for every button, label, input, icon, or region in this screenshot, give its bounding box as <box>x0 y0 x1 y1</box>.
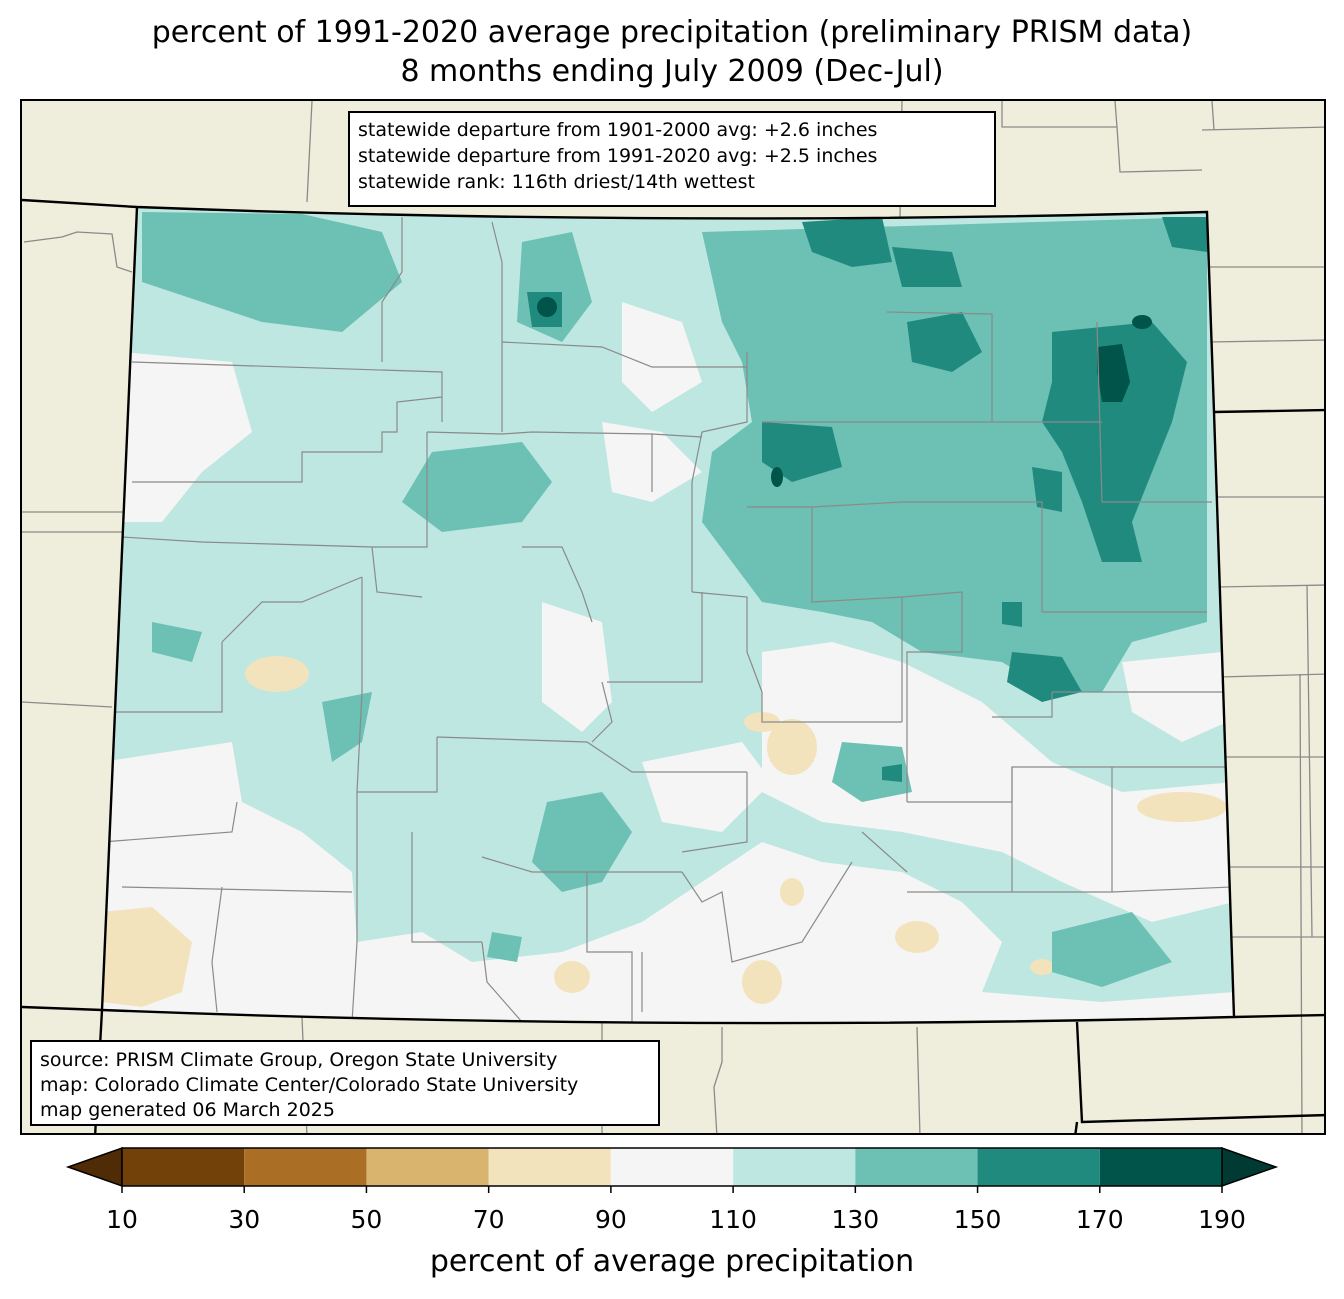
near-normal-regions <box>102 302 1234 1024</box>
stats-departure-1901-2000: statewide departure from 1901-2000 avg: … <box>358 119 878 141</box>
colorbar-bin-30-50 <box>244 1148 367 1186</box>
colorbar-tick-label: 110 <box>709 1205 757 1234</box>
colorbar-tick-label: 170 <box>1076 1205 1124 1234</box>
colorbar-label: percent of average precipitation <box>429 1244 915 1279</box>
colorbar-ticks: 10 30 50 70 90 110 130 150 170 190 <box>106 1186 1246 1234</box>
very-wet-regions <box>527 217 1207 782</box>
stats-statewide-rank: statewide rank: 116th driest/14th wettes… <box>358 171 755 193</box>
source-credit-prism: source: PRISM Climate Group, Oregon Stat… <box>40 1049 558 1071</box>
map-title-line-2: 8 months ending July 2009 (Dec-Jul) <box>400 54 944 89</box>
extreme-wet-regions <box>537 297 1152 487</box>
colorbar-tick-label: 70 <box>473 1205 505 1234</box>
map-title-line-1: percent of 1991-2020 average precipitati… <box>151 15 1193 50</box>
colorbar-bin-170-190 <box>1099 1148 1222 1186</box>
dry-regions <box>102 656 1227 1007</box>
colorbar-bin-10-30 <box>122 1148 245 1186</box>
colorbar-frame <box>121 1147 1223 1187</box>
colorbar-tick-label: 30 <box>228 1205 260 1234</box>
colorbar-over-arrow <box>1221 1146 1279 1188</box>
colorbar-under-arrow <box>65 1146 123 1188</box>
colorbar-tick-label: 150 <box>954 1205 1002 1234</box>
colorbar-bin-130-150 <box>855 1148 978 1186</box>
colorbar-tick-label: 50 <box>351 1205 383 1234</box>
colorbar: 10 30 50 70 90 110 130 150 170 190 <box>65 1146 1279 1234</box>
colorbar-bin-150-170 <box>977 1148 1100 1186</box>
source-credit-map-author: map: Colorado Climate Center/Colorado St… <box>40 1074 579 1096</box>
colorbar-tick-label: 190 <box>1198 1205 1246 1234</box>
colorbar-bin-70-90 <box>488 1148 611 1186</box>
map-panel <box>20 99 1326 1135</box>
source-credits-box: source: PRISM Climate Group, Oregon Stat… <box>30 1040 660 1126</box>
colorbar-bins <box>65 1146 1279 1188</box>
colorbar-tick-label: 90 <box>595 1205 627 1234</box>
precipitation-contours <box>102 212 1234 1024</box>
source-generated-date: map generated 06 March 2025 <box>40 1099 335 1121</box>
colorbar-bin-50-70 <box>366 1148 489 1186</box>
county-lines <box>102 217 1233 1023</box>
precipitation-map <box>22 101 1324 1133</box>
stats-departure-1991-2020: statewide departure from 1991-2020 avg: … <box>358 145 878 167</box>
colorbar-tick-label: 130 <box>831 1205 879 1234</box>
statewide-stats-box: statewide departure from 1901-2000 avg: … <box>348 111 996 207</box>
colorbar-tick-label: 10 <box>106 1205 138 1234</box>
colorbar-bin-90-110 <box>610 1148 734 1186</box>
colorbar-bin-110-130 <box>733 1148 856 1186</box>
